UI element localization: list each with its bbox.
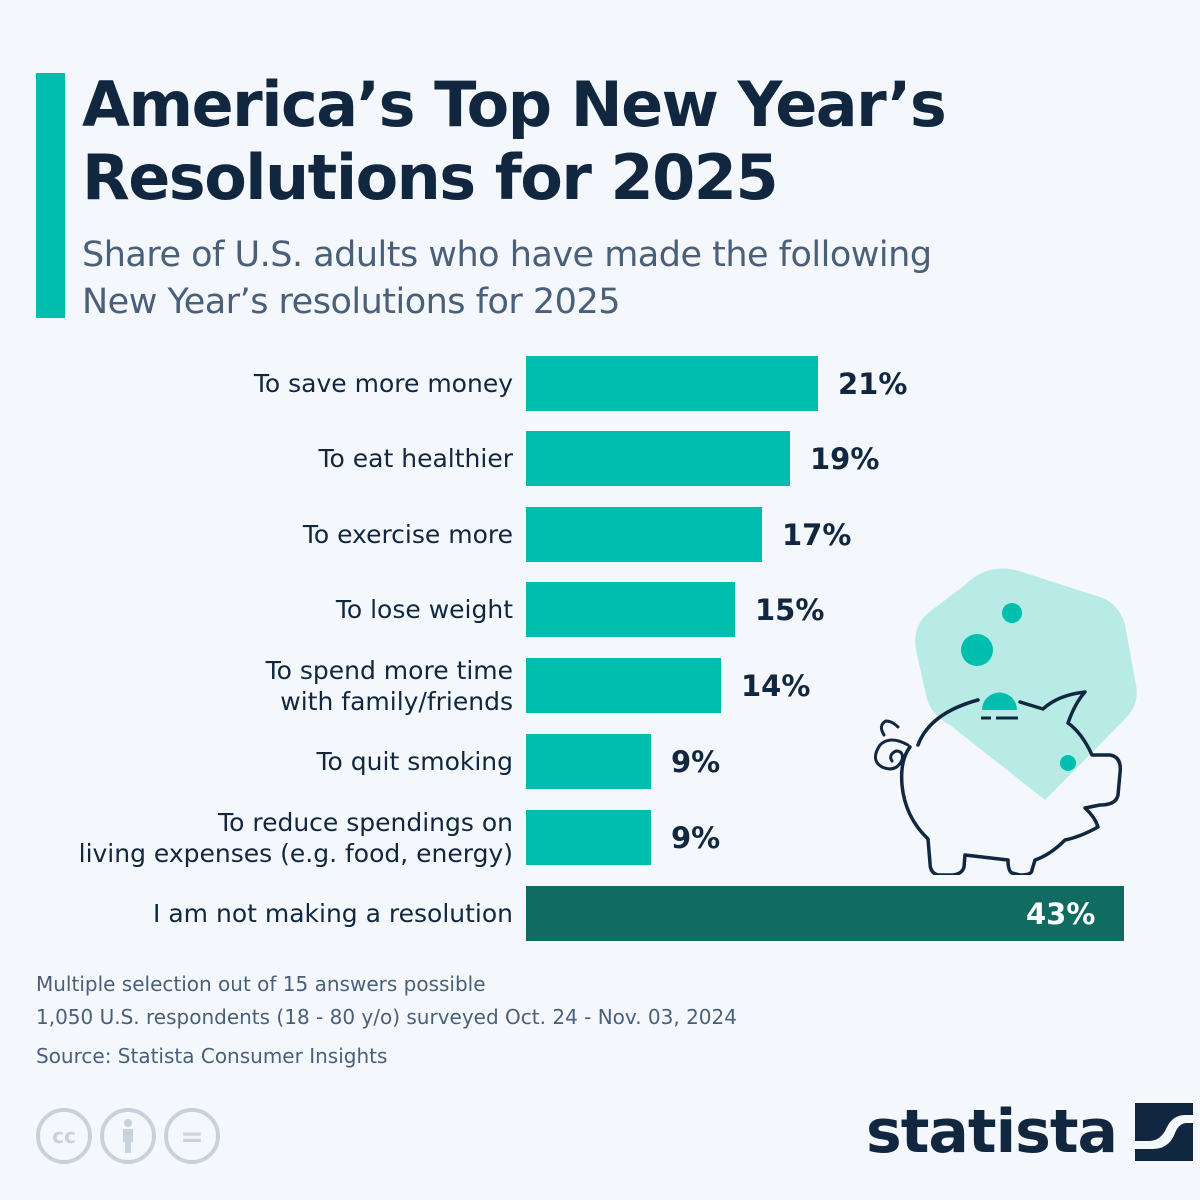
bar-value: 14%: [741, 668, 811, 703]
bar-value: 17%: [782, 517, 852, 552]
chart-row: To save more money 21%: [0, 356, 1200, 411]
bar-value: 9%: [671, 820, 721, 855]
piggy-bank-icon: [874, 568, 1137, 875]
chart-row: To reduce spendings on living expenses (…: [0, 807, 1200, 868]
cc-icon[interactable]: cc: [36, 1108, 92, 1164]
title-line-1: America’s Top New Year’s: [82, 68, 947, 141]
subtitle-line-2: New Year’s resolutions for 2025: [82, 282, 621, 322]
attribution-icon[interactable]: [100, 1108, 156, 1164]
bar-label: To exercise more: [302, 520, 513, 549]
bar[interactable]: [526, 431, 790, 486]
bar-label: To quit smoking: [316, 747, 513, 776]
bar-value: 15%: [755, 592, 825, 627]
chart-title: America’s Top New Year’s Resolutions for…: [82, 68, 947, 214]
chart-row: To exercise more 17%: [0, 507, 1200, 562]
highlight-bar[interactable]: [526, 886, 1124, 941]
bar[interactable]: [526, 658, 721, 713]
bar[interactable]: [526, 582, 735, 637]
chart-row: To spend more time with family/friends 14…: [0, 655, 1200, 716]
bar[interactable]: [526, 507, 762, 562]
bar[interactable]: [526, 734, 651, 789]
chart-row: To eat healthier 19%: [0, 431, 1200, 486]
logo-text: statista: [866, 1097, 1118, 1167]
bar-label: To eat healthier: [318, 444, 513, 473]
license-icons: cc =: [36, 1108, 220, 1164]
bar-label: To lose weight: [335, 595, 513, 624]
bar-label: I am not making a resolution: [153, 899, 513, 928]
bar[interactable]: [526, 356, 818, 411]
person-glyph-icon: [123, 1119, 133, 1153]
cc-glyph: cc: [52, 1124, 76, 1148]
chart-row: I am not making a resolution 43%: [0, 886, 1200, 941]
no-derivatives-icon[interactable]: =: [164, 1108, 220, 1164]
bar-value: 43%: [1026, 896, 1096, 931]
statista-logo[interactable]: statista: [866, 1097, 1194, 1167]
title-line-2: Resolutions for 2025: [82, 141, 779, 214]
bar-value: 19%: [810, 441, 880, 476]
chart-notes: Multiple selection out of 15 answers pos…: [36, 968, 737, 1073]
chart-subtitle: Share of U.S. adults who have made the f…: [82, 232, 932, 326]
bar-label: To spend more time with family/friends: [265, 655, 513, 716]
bar-label: To reduce spendings on living expenses (…: [78, 807, 513, 868]
bar[interactable]: [526, 810, 651, 865]
subtitle-line-1: Share of U.S. adults who have made the f…: [82, 235, 932, 275]
equals-glyph: =: [180, 1119, 204, 1153]
note-respondents: 1,050 U.S. respondents (18 - 80 y/o) sur…: [36, 1005, 737, 1029]
bar-value: 21%: [838, 366, 908, 401]
title-accent-bar: [36, 73, 65, 318]
statista-mark-icon: [1135, 1103, 1194, 1161]
note-multiple-selection: Multiple selection out of 15 answers pos…: [36, 972, 486, 996]
chart-row: To lose weight 15%: [0, 582, 1200, 637]
bar-value: 9%: [671, 744, 721, 779]
source-line: Source: Statista Consumer Insights: [36, 1044, 388, 1068]
chart-row: To quit smoking 9%: [0, 734, 1200, 789]
bar-label: To save more money: [253, 369, 513, 398]
